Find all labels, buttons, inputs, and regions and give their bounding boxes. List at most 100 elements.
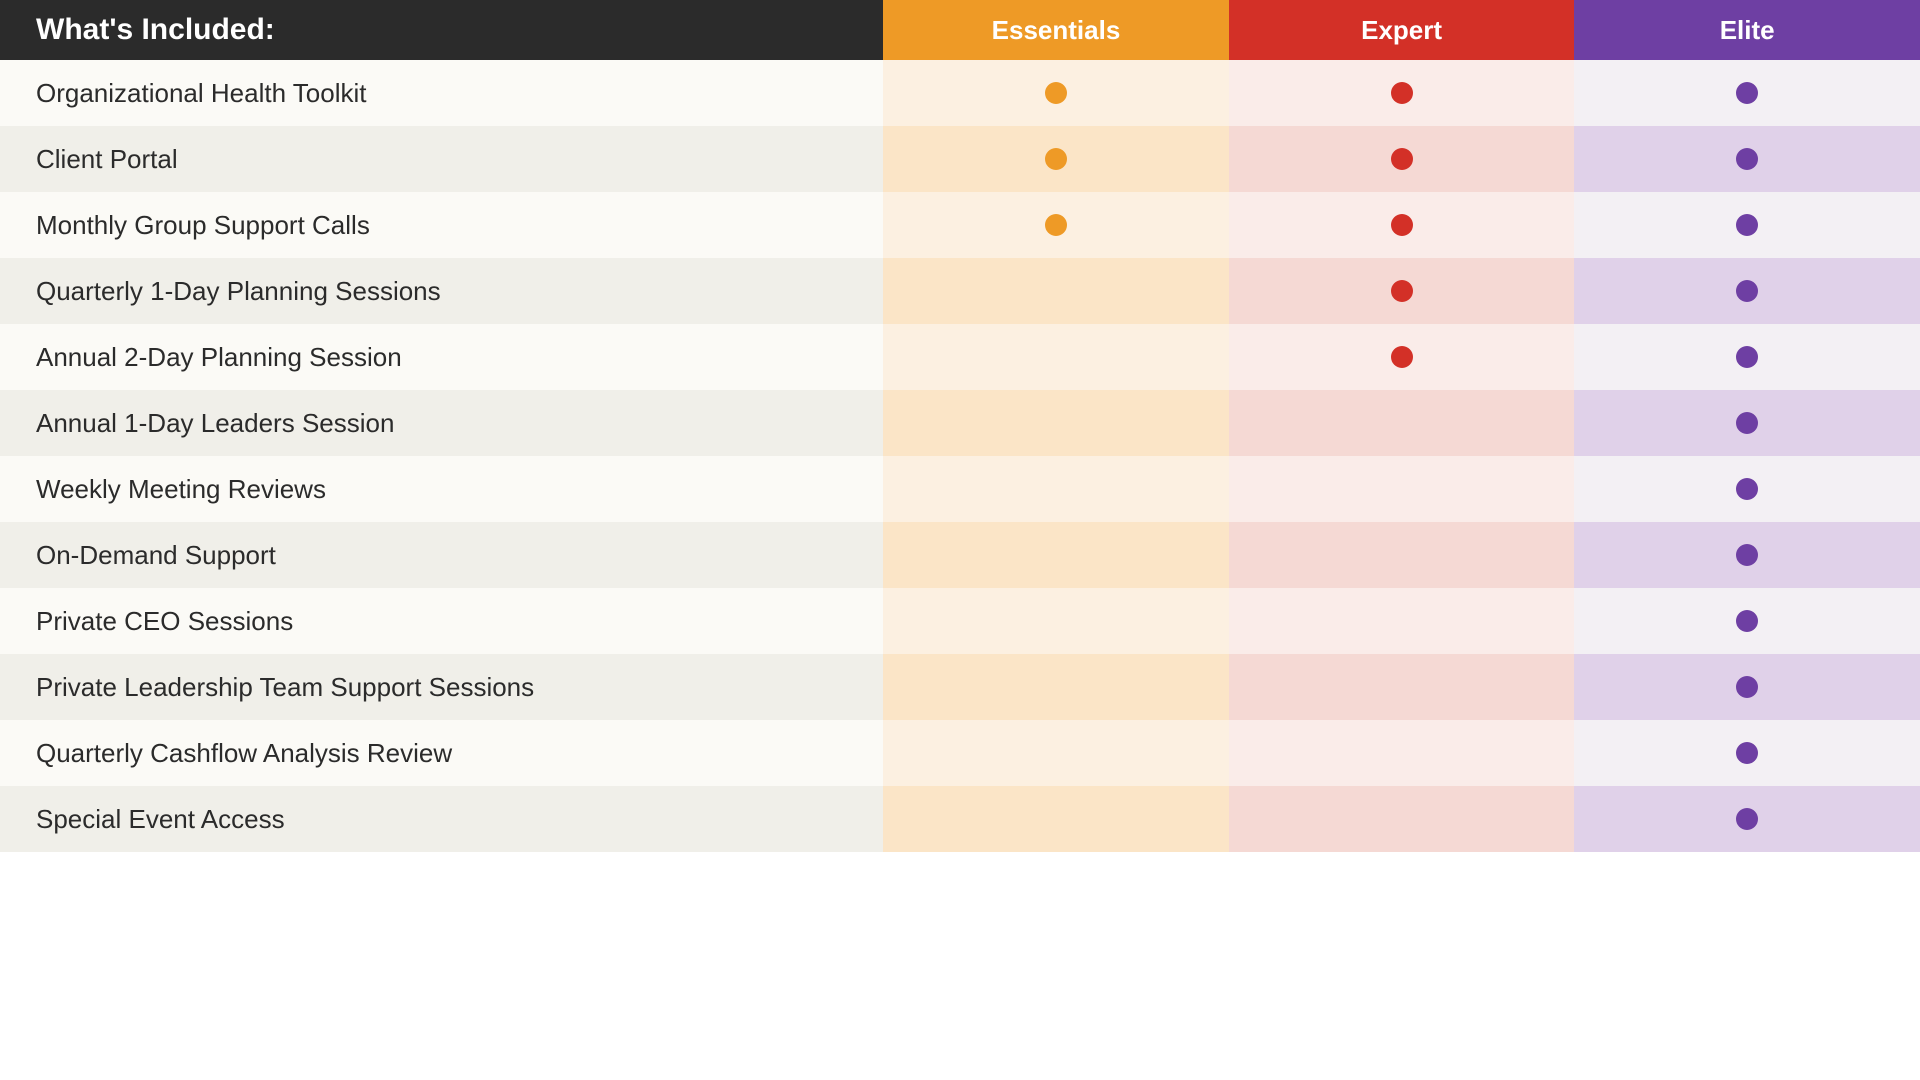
feature-label: On-Demand Support — [36, 540, 276, 571]
tier-cell-expert — [1229, 588, 1575, 654]
table-row: Quarterly Cashflow Analysis Review — [0, 720, 1920, 786]
tier-cell-essentials — [883, 192, 1229, 258]
table-row: Annual 2-Day Planning Session — [0, 324, 1920, 390]
feature-label: Quarterly 1-Day Planning Sessions — [36, 276, 441, 307]
table-body: Organizational Health Toolkit Client Port… — [0, 60, 1920, 852]
tier-cell-essentials — [883, 720, 1229, 786]
included-dot-icon — [1736, 610, 1758, 632]
tier-cell-elite — [1574, 390, 1920, 456]
tier-cell-elite — [1574, 522, 1920, 588]
included-dot-icon — [1736, 214, 1758, 236]
included-dot-icon — [1391, 148, 1413, 170]
tier-cell-essentials — [883, 786, 1229, 852]
feature-cell: Private CEO Sessions — [0, 588, 883, 654]
feature-cell: Weekly Meeting Reviews — [0, 456, 883, 522]
tier-header-elite: Elite — [1574, 0, 1920, 60]
included-dot-icon — [1391, 346, 1413, 368]
tier-cell-essentials — [883, 60, 1229, 126]
feature-cell: Annual 2-Day Planning Session — [0, 324, 883, 390]
table-row: Private CEO Sessions — [0, 588, 1920, 654]
feature-label: Quarterly Cashflow Analysis Review — [36, 738, 452, 769]
feature-label: Private Leadership Team Support Sessions — [36, 672, 534, 703]
tier-cell-expert — [1229, 258, 1575, 324]
tier-cell-elite — [1574, 258, 1920, 324]
included-dot-icon — [1736, 280, 1758, 302]
feature-label: Monthly Group Support Calls — [36, 210, 370, 241]
tier-cell-essentials — [883, 588, 1229, 654]
table-row: Monthly Group Support Calls — [0, 192, 1920, 258]
tier-cell-expert — [1229, 456, 1575, 522]
included-dot-icon — [1736, 148, 1758, 170]
included-dot-icon — [1045, 148, 1067, 170]
feature-label: Client Portal — [36, 144, 178, 175]
feature-cell: Special Event Access — [0, 786, 883, 852]
feature-label: Annual 1-Day Leaders Session — [36, 408, 394, 439]
tier-header-essentials: Essentials — [883, 0, 1229, 60]
feature-label: Weekly Meeting Reviews — [36, 474, 326, 505]
tier-cell-elite — [1574, 786, 1920, 852]
feature-cell: Monthly Group Support Calls — [0, 192, 883, 258]
tier-header-expert: Expert — [1229, 0, 1575, 60]
feature-cell: Annual 1-Day Leaders Session — [0, 390, 883, 456]
tier-cell-expert — [1229, 522, 1575, 588]
tier-cell-expert — [1229, 720, 1575, 786]
feature-cell: On-Demand Support — [0, 522, 883, 588]
tier-cell-essentials — [883, 456, 1229, 522]
tier-cell-expert — [1229, 324, 1575, 390]
tier-header-label: Essentials — [992, 15, 1121, 46]
tier-cell-elite — [1574, 588, 1920, 654]
comparison-table: What's Included: Essentials Expert Elite… — [0, 0, 1920, 852]
tier-cell-essentials — [883, 126, 1229, 192]
tier-cell-expert — [1229, 60, 1575, 126]
tier-cell-essentials — [883, 390, 1229, 456]
feature-label: Private CEO Sessions — [36, 606, 293, 637]
feature-label: Special Event Access — [36, 804, 285, 835]
tier-cell-elite — [1574, 324, 1920, 390]
table-row: Annual 1-Day Leaders Session — [0, 390, 1920, 456]
included-dot-icon — [1045, 214, 1067, 236]
tier-cell-elite — [1574, 192, 1920, 258]
table-row: Quarterly 1-Day Planning Sessions — [0, 258, 1920, 324]
included-dot-icon — [1736, 478, 1758, 500]
tier-cell-elite — [1574, 456, 1920, 522]
feature-cell: Quarterly 1-Day Planning Sessions — [0, 258, 883, 324]
included-dot-icon — [1736, 544, 1758, 566]
table-row: Organizational Health Toolkit — [0, 60, 1920, 126]
included-dot-icon — [1736, 676, 1758, 698]
table-row: Special Event Access — [0, 786, 1920, 852]
table-row: Client Portal — [0, 126, 1920, 192]
feature-label: Organizational Health Toolkit — [36, 78, 366, 109]
tier-header-label: Expert — [1361, 15, 1442, 46]
tier-cell-essentials — [883, 654, 1229, 720]
tier-cell-expert — [1229, 786, 1575, 852]
tier-cell-essentials — [883, 324, 1229, 390]
tier-cell-elite — [1574, 720, 1920, 786]
included-dot-icon — [1391, 82, 1413, 104]
tier-cell-expert — [1229, 192, 1575, 258]
tier-cell-expert — [1229, 654, 1575, 720]
tier-cell-expert — [1229, 126, 1575, 192]
included-dot-icon — [1391, 280, 1413, 302]
included-dot-icon — [1736, 742, 1758, 764]
included-dot-icon — [1736, 412, 1758, 434]
feature-cell: Quarterly Cashflow Analysis Review — [0, 720, 883, 786]
included-dot-icon — [1736, 808, 1758, 830]
tier-cell-elite — [1574, 654, 1920, 720]
included-dot-icon — [1391, 214, 1413, 236]
table-row: Weekly Meeting Reviews — [0, 456, 1920, 522]
tier-cell-expert — [1229, 390, 1575, 456]
included-dot-icon — [1736, 346, 1758, 368]
table-row: Private Leadership Team Support Sessions — [0, 654, 1920, 720]
tier-cell-essentials — [883, 522, 1229, 588]
tier-header-label: Elite — [1720, 15, 1775, 46]
tier-cell-elite — [1574, 126, 1920, 192]
table-header-row: What's Included: Essentials Expert Elite — [0, 0, 1920, 60]
header-title-cell: What's Included: — [0, 0, 883, 60]
header-title: What's Included: — [36, 13, 275, 47]
included-dot-icon — [1045, 82, 1067, 104]
feature-cell: Organizational Health Toolkit — [0, 60, 883, 126]
included-dot-icon — [1736, 82, 1758, 104]
tier-cell-elite — [1574, 60, 1920, 126]
feature-cell: Client Portal — [0, 126, 883, 192]
tier-cell-essentials — [883, 258, 1229, 324]
